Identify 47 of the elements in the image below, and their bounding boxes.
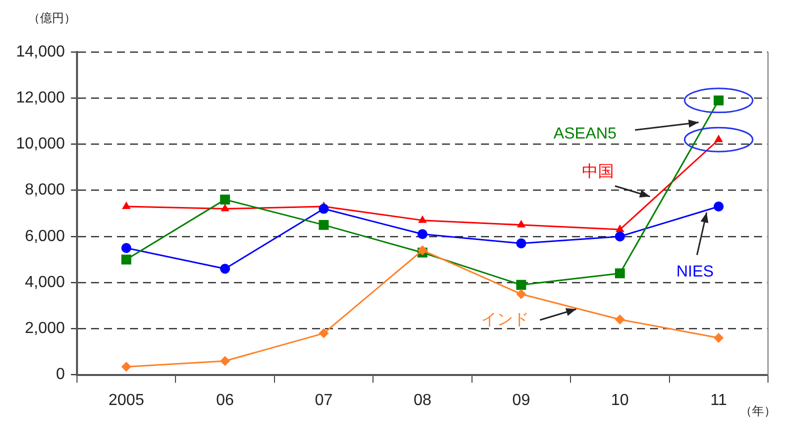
text: NIES [676,263,714,280]
text: 中国 [582,162,614,180]
point [616,224,624,232]
point [121,254,132,264]
point [121,242,132,253]
x-tick-label: 09 [512,392,530,409]
point [417,229,428,240]
y-tick-label: 10,000 [16,136,66,153]
point [516,238,526,248]
point [714,332,724,343]
point [418,215,427,223]
x-tick-label: 2005 [108,392,144,409]
y-tick-label: 12,000 [16,90,66,107]
y-tick-label: 2,000 [24,320,66,338]
point [220,194,230,205]
x-tick-label: 08 [414,392,432,409]
point [318,328,329,338]
point [714,95,724,106]
y-tick-label: 8,000 [24,182,66,199]
point [121,362,132,372]
text: ASEAN5 [553,125,617,142]
point [220,264,230,274]
x-axis-title: （年） [740,404,776,418]
point [516,220,526,228]
point [714,201,724,212]
x-tick-label: 10 [611,392,629,409]
x-tick-label: 07 [314,392,333,409]
y-tick-label: 0 [56,366,66,384]
y-tick-label: 14,000 [16,43,66,60]
series-label: インド [481,311,529,328]
point [220,356,230,366]
point [220,204,230,212]
point [614,268,625,278]
y-tick-label: 4,000 [24,274,66,291]
point [318,204,329,214]
point [318,220,329,230]
point [417,245,428,256]
x-tick-label: 06 [216,392,234,409]
point [614,314,625,324]
point [614,231,625,242]
point [516,280,526,290]
point [516,289,526,300]
y-axis-title: （億円） [28,11,76,25]
point [122,201,131,209]
point [714,134,723,142]
y-tick-label: 6,000 [24,228,66,245]
x-tick-label: 11 [710,392,728,409]
